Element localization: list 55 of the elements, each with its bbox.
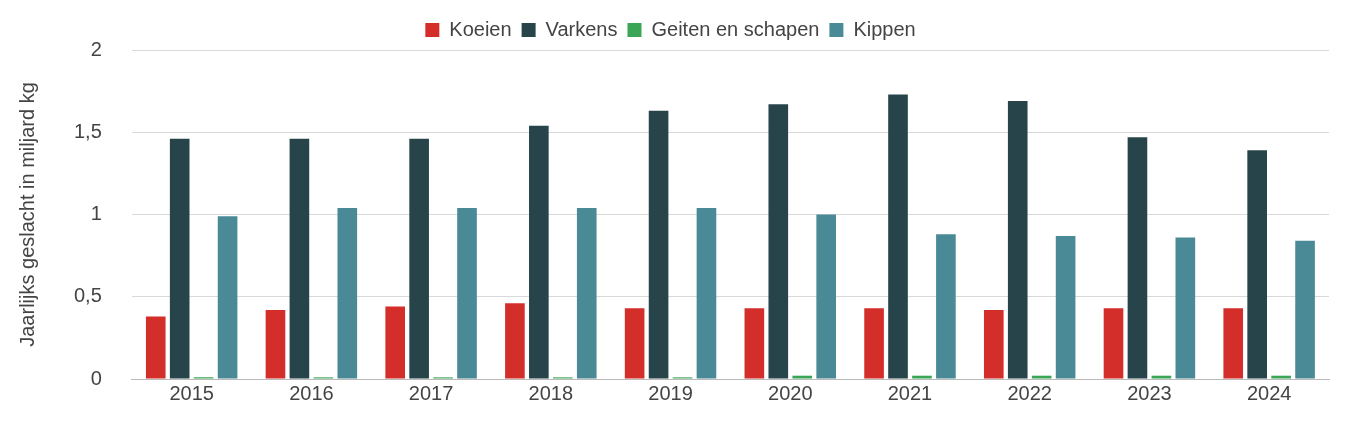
bar: [409, 138, 429, 379]
x-tick-label: 2021: [887, 381, 933, 404]
bar: [1007, 101, 1028, 379]
x-tick-label: 2023: [1127, 381, 1172, 404]
bar: [265, 309, 286, 379]
bar: [1223, 308, 1244, 379]
x-tick-label: 2017: [408, 381, 454, 404]
x-tick-label: 2024: [1246, 381, 1292, 404]
legend-label: Geiten en schapen: [651, 17, 820, 40]
x-tick-label: 2016: [289, 381, 334, 404]
bar: [1247, 150, 1267, 379]
y-axis-title: Jaarlijks geslacht in miljard kg: [15, 82, 38, 347]
y-tick-label: 0: [90, 366, 102, 389]
bar: [888, 94, 908, 379]
bar: [337, 207, 358, 379]
x-tick-label: 2018: [528, 381, 574, 404]
x-tick-label: 2022: [1007, 381, 1052, 404]
y-tick-label: 2: [90, 37, 102, 60]
x-tick-label: 2020: [768, 381, 813, 404]
bar: [145, 316, 166, 379]
bar: [816, 214, 836, 379]
x-tick-label: 2015: [169, 381, 214, 404]
bar: [1103, 308, 1124, 379]
bar: [289, 138, 310, 379]
bar: [1295, 240, 1315, 379]
bar: [648, 110, 669, 379]
bar: [696, 207, 717, 379]
bar: [457, 207, 477, 379]
bar: [385, 306, 405, 379]
bar: [864, 308, 884, 379]
bar: [768, 104, 789, 379]
bar: [576, 207, 597, 379]
legend-label: Varkens: [545, 17, 618, 40]
y-tick-label: 1: [90, 202, 102, 225]
bar: [936, 234, 956, 379]
y-tick-label: 1,5: [73, 119, 102, 142]
bar: [1031, 375, 1052, 379]
bar: [1271, 375, 1291, 379]
bar: [217, 216, 238, 379]
bar: [1055, 235, 1076, 379]
bar: [624, 308, 645, 379]
bar: [912, 375, 932, 379]
x-tick-label: 2019: [648, 381, 693, 404]
y-tick-label: 0,5: [73, 284, 102, 307]
bar: [1151, 375, 1172, 379]
bar: [792, 375, 813, 379]
bar: [1175, 237, 1196, 379]
bar: [1127, 137, 1148, 379]
bar: [744, 308, 765, 379]
bar: [505, 303, 525, 379]
bar: [983, 309, 1004, 379]
bar: [169, 138, 190, 379]
legend-label: Kippen: [853, 17, 916, 40]
bar: [529, 125, 549, 379]
legend-label: Koeien: [449, 17, 512, 40]
